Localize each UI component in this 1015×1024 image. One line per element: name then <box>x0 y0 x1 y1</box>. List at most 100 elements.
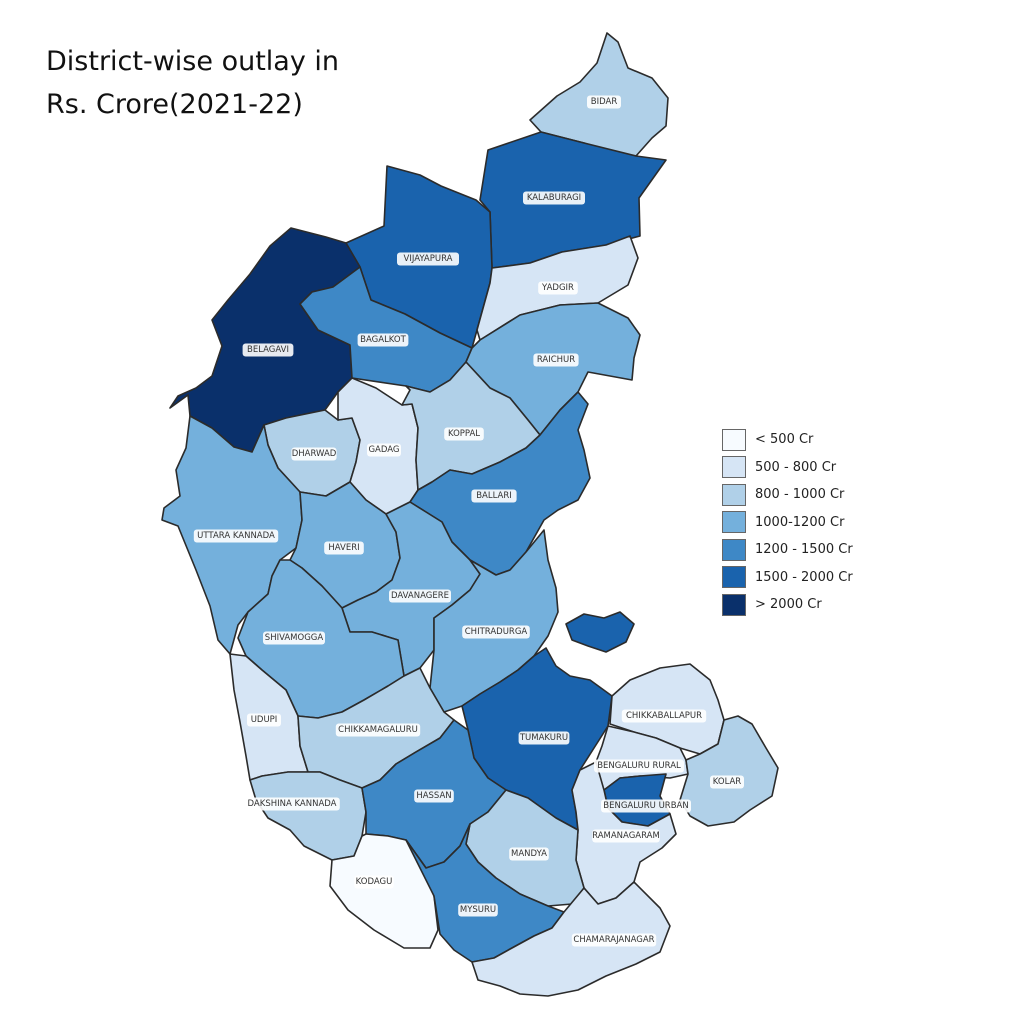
district-label-background <box>523 191 585 205</box>
legend-swatch <box>722 428 746 451</box>
map-legend: < 500 Cr 500 - 800 Cr 800 - 1000 Cr 1000-12… <box>722 426 922 619</box>
district-label-ramanagaram: RAMANAGARAM <box>592 829 660 843</box>
district-name-text: GADAG <box>368 445 399 455</box>
legend-item: 1500 - 2000 Cr <box>722 564 922 592</box>
district-name-text: DAKSHINA KANNADA <box>248 799 337 809</box>
district-label-mandya: MANDYA <box>509 847 549 861</box>
map-title-line-1: District-wise outlay in <box>46 46 340 77</box>
district-name-text: KOPPAL <box>448 429 480 439</box>
district-name-text: CHAMARAJANAGAR <box>573 935 654 945</box>
district-name-text: HAVERI <box>328 543 359 553</box>
district-label-ballari: BALLARI <box>471 489 517 503</box>
district-label-davanagere: DAVANAGERE <box>389 589 451 603</box>
legend-swatch <box>722 511 746 534</box>
district-label-background <box>242 343 294 357</box>
district-label-bidar: BIDAR <box>587 95 621 109</box>
district-label-kolar: KOLAR <box>710 775 744 789</box>
district-kolar <box>679 715 779 827</box>
district-label-dakshina-kannada: DAKSHINA KANNADA <box>244 797 340 811</box>
district-label-background <box>601 799 691 813</box>
district-label-background <box>397 252 459 266</box>
legend-label: > 2000 Cr <box>755 597 822 613</box>
district-tumakuru-patch <box>565 611 635 653</box>
district-name-text: MYSURU <box>460 905 496 915</box>
district-name-text: HASSAN <box>416 791 451 801</box>
district-label-background <box>367 443 401 457</box>
legend-label: 1200 - 1500 Cr <box>755 542 853 558</box>
district-label-background <box>244 797 340 811</box>
district-label-yadgir: YADGIR <box>538 281 578 295</box>
legend-item: > 2000 Cr <box>722 591 922 619</box>
district-name-text: MANDYA <box>511 849 547 859</box>
district-name-text: DHARWAD <box>292 449 337 459</box>
district-label-chikkaballapur: CHIKKABALLAPUR <box>621 709 707 723</box>
district-label-chitradurga: CHITRADURGA <box>462 625 530 639</box>
district-name-text: BALLARI <box>476 491 512 501</box>
district-label-bagalkot: BAGALKOT <box>357 333 409 347</box>
legend-label: 1000-1200 Cr <box>755 514 845 530</box>
district-name-text: RAICHUR <box>537 355 575 365</box>
district-label-chamarajanagar: CHAMARAJANAGAR <box>571 933 657 947</box>
district-label-haveri: HAVERI <box>324 541 364 555</box>
district-name-text: UTTARA KANNADA <box>197 531 275 541</box>
district-label-background <box>389 589 451 603</box>
district-label-raichur: RAICHUR <box>533 353 579 367</box>
legend-swatch <box>722 456 746 479</box>
district-chamarajanagar <box>471 881 671 997</box>
district-name-text: TUMAKURU <box>519 733 568 743</box>
district-label-belagavi: BELAGAVI <box>242 343 294 357</box>
district-label-background <box>247 713 281 727</box>
district-label-background <box>509 847 549 861</box>
district-label-background <box>357 333 409 347</box>
map-title: District-wise outlay in Rs. Crore(2021-2… <box>46 40 466 126</box>
legend-item: < 500 Cr <box>722 426 922 454</box>
district-label-uttara-kannada: UTTARA KANNADA <box>193 529 279 543</box>
district-label-background <box>324 541 364 555</box>
district-label-hassan: HASSAN <box>414 789 454 803</box>
district-label-background <box>594 759 684 773</box>
legend-item: 500 - 800 Cr <box>722 454 922 482</box>
district-label-background <box>263 631 325 645</box>
district-label-background <box>462 625 530 639</box>
legend-swatch <box>722 593 746 616</box>
map-title-line-2: Rs. Crore(2021-22) <box>46 89 303 120</box>
legend-label: 800 - 1000 Cr <box>755 487 845 503</box>
district-label-tumakuru: TUMAKURU <box>518 731 570 745</box>
district-name-text: UDUPI <box>251 715 278 725</box>
district-label-udupi: UDUPI <box>247 713 281 727</box>
district-name-text: KODAGU <box>356 877 393 887</box>
district-label-background <box>621 709 707 723</box>
district-label-kodagu: KODAGU <box>354 875 394 889</box>
legend-item: 1200 - 1500 Cr <box>722 536 922 564</box>
district-label-background <box>592 829 660 843</box>
legend-swatch <box>722 566 746 589</box>
district-name-text: VIJAYAPURA <box>404 254 453 264</box>
district-label-dharwad: DHARWAD <box>291 447 337 461</box>
district-label-background <box>518 731 570 745</box>
district-name-text: KOLAR <box>713 777 742 787</box>
district-label-chikkamagaluru: CHIKKAMAGALURU <box>335 723 421 737</box>
district-label-bengaluru-urban: BENGALURU URBAN <box>601 799 691 813</box>
district-label-background <box>354 875 394 889</box>
district-label-background <box>538 281 578 295</box>
district-name-text: KALABURAGI <box>527 193 581 203</box>
district-label-shivamogga: SHIVAMOGGA <box>263 631 325 645</box>
district-name-text: YADGIR <box>541 283 574 293</box>
district-name-text: BENGALURU RURAL <box>597 761 681 771</box>
district-label-background <box>471 489 517 503</box>
district-dakshina-kannada <box>249 771 367 861</box>
district-name-text: CHIKKABALLAPUR <box>626 711 702 721</box>
district-name-text: BAGALKOT <box>360 335 406 345</box>
district-chitradurga <box>429 529 559 713</box>
legend-label: < 500 Cr <box>755 432 814 448</box>
district-label-background <box>335 723 421 737</box>
district-name-text: CHITRADURGA <box>465 627 528 637</box>
district-label-background <box>193 529 279 543</box>
district-label-background <box>571 933 657 947</box>
legend-label: 1500 - 2000 Cr <box>755 569 853 585</box>
district-label-background <box>458 903 498 917</box>
district-name-text: BIDAR <box>591 97 618 107</box>
legend-item: 800 - 1000 Cr <box>722 481 922 509</box>
district-name-text: SHIVAMOGGA <box>265 633 324 643</box>
